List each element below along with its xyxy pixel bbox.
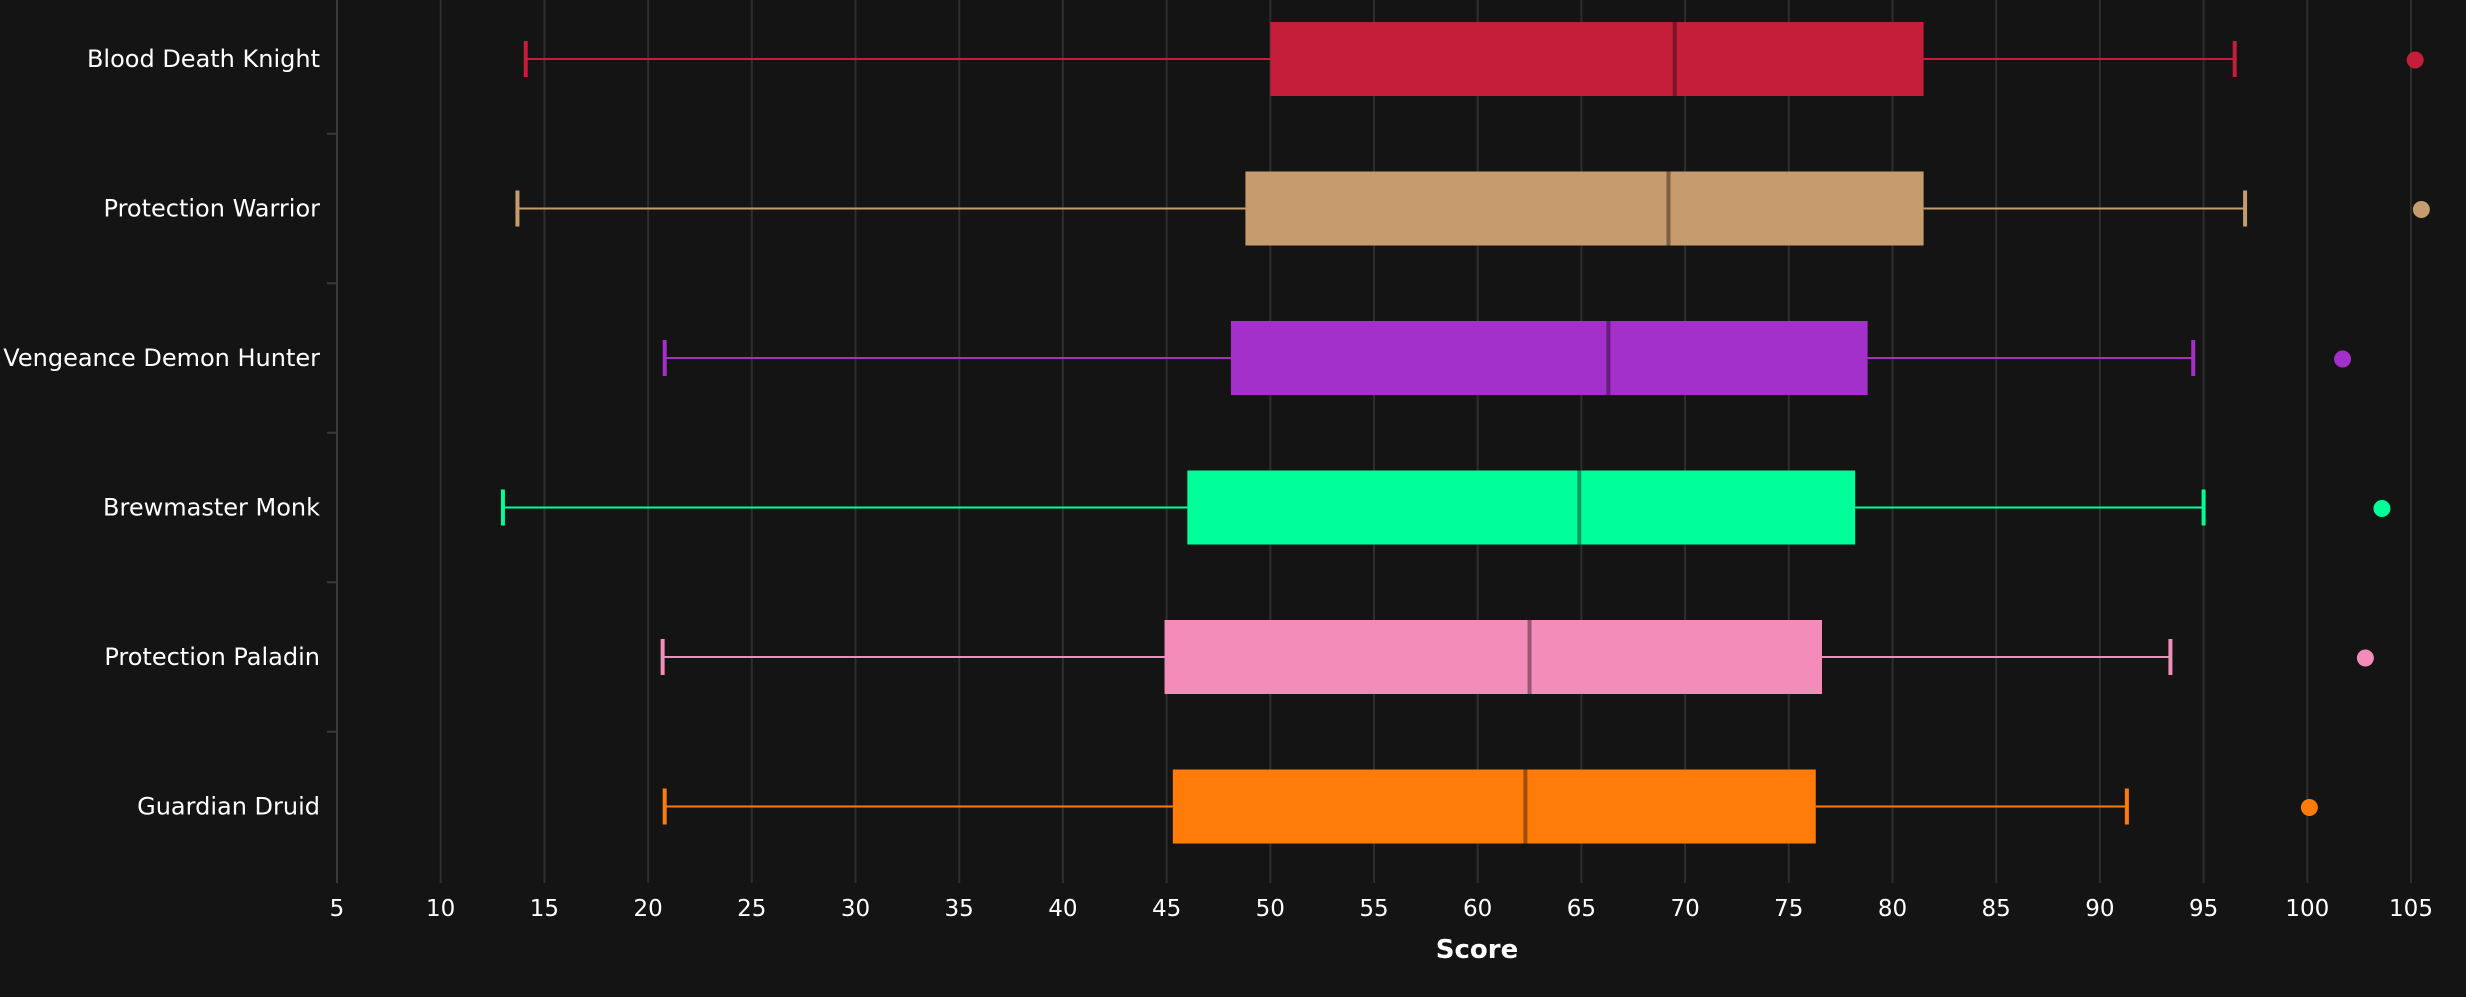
x-tick-label: 55 — [1359, 896, 1388, 922]
box-series — [500, 470, 2391, 545]
x-tick-label: 70 — [1670, 896, 1699, 922]
outlier-point — [2356, 649, 2374, 667]
x-tick-label: 50 — [1256, 896, 1285, 922]
iqr-box — [1187, 470, 1856, 545]
iqr-box — [1245, 171, 1924, 246]
box-series — [662, 321, 2352, 395]
x-tick-label: 15 — [530, 896, 559, 922]
x-tick-label: 30 — [841, 896, 870, 922]
outlier-point — [2412, 201, 2430, 218]
x-tick-label: 105 — [2389, 896, 2433, 922]
grid-layer — [336, 0, 2412, 883]
x-tick-label: 90 — [2085, 896, 2114, 922]
x-tick-label: 35 — [945, 896, 974, 922]
iqr-box — [1270, 22, 1924, 96]
x-tick-label: 75 — [1774, 896, 1803, 922]
outlier-point — [2300, 799, 2318, 816]
box-series — [515, 171, 2430, 246]
box-series — [662, 769, 2318, 844]
y-category-label: Brewmaster Monk — [103, 494, 320, 522]
outlier-point — [2373, 500, 2391, 517]
y-category-label: Protection Paladin — [104, 643, 320, 671]
x-tick-label: 20 — [633, 896, 662, 922]
box-series — [523, 22, 2424, 96]
iqr-box — [1172, 769, 1816, 844]
axis-layer — [327, 0, 338, 883]
x-tick-label: 100 — [2285, 896, 2329, 922]
iqr-box — [1164, 620, 1822, 694]
y-category-label: Blood Death Knight — [87, 45, 320, 73]
x-axis-title: Score — [1436, 935, 1518, 965]
iqr-box — [1230, 321, 1868, 395]
y-category-label: Protection Warrior — [104, 195, 321, 223]
y-category-label: Guardian Druid — [137, 793, 320, 821]
x-tick-label: 65 — [1567, 896, 1596, 922]
y-category-label: Vengeance Demon Hunter — [3, 344, 320, 372]
x-tick-label: 25 — [737, 896, 766, 922]
x-tick-label: 95 — [2189, 896, 2218, 922]
outlier-point — [2334, 350, 2352, 368]
x-tick-label: 85 — [1982, 896, 2011, 922]
x-tick-label: 10 — [426, 896, 455, 922]
x-tick-label: 60 — [1463, 896, 1492, 922]
box-series — [660, 620, 2374, 694]
box-layer — [500, 22, 2430, 844]
x-tick-label: 40 — [1048, 896, 1077, 922]
x-tick-label: 80 — [1878, 896, 1907, 922]
x-tick-label: 5 — [330, 896, 345, 922]
x-tick-label: 45 — [1152, 896, 1181, 922]
outlier-point — [2406, 51, 2424, 69]
label-layer: 5 10 15 20 25 30 35 40 45 50 55 60 65 70 75 80 85 90 95 100… — [3, 45, 2433, 922]
